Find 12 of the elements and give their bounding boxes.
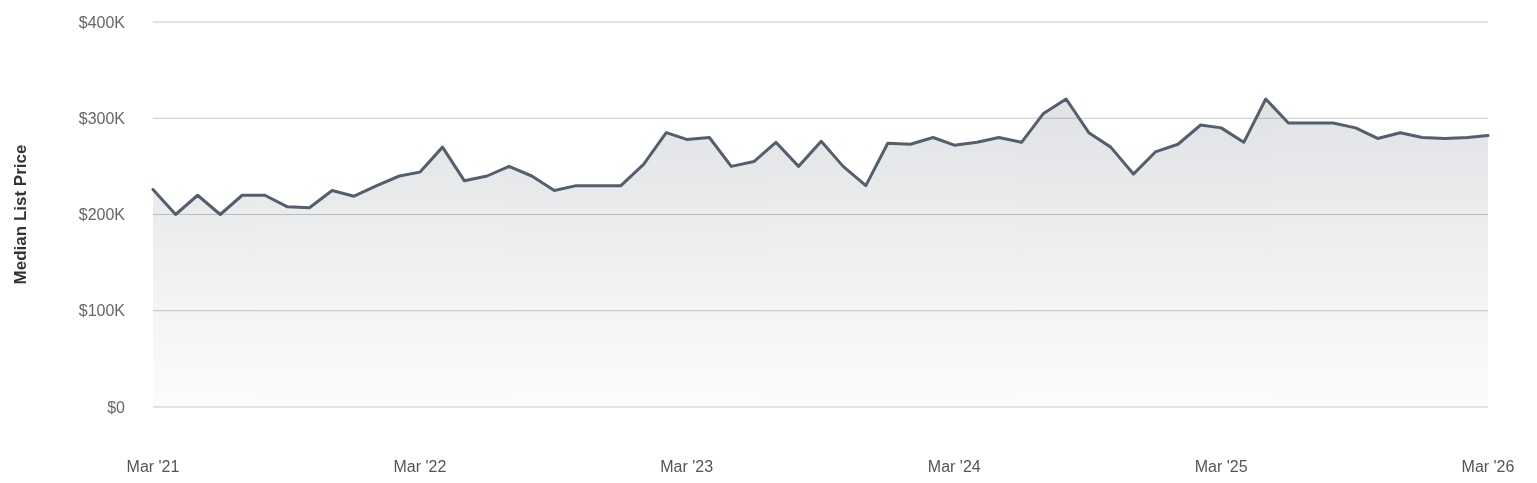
- x-tick-label: Mar '26: [1461, 458, 1515, 475]
- x-tick-label: Mar '25: [1194, 458, 1248, 475]
- x-tick-label: Mar '24: [927, 458, 981, 475]
- x-tick-label: Mar '23: [660, 458, 714, 475]
- y-tick-label: $200K: [78, 206, 126, 224]
- y-tick-label: $0: [107, 398, 126, 416]
- y-tick-label: $300K: [78, 109, 126, 127]
- y-tick-label: $400K: [78, 13, 126, 31]
- y-tick-label: $100K: [78, 302, 126, 320]
- x-tick-label: Mar '22: [393, 458, 447, 475]
- x-tick-label: Mar '21: [126, 458, 180, 475]
- y-axis-title: Median List Price: [11, 144, 30, 285]
